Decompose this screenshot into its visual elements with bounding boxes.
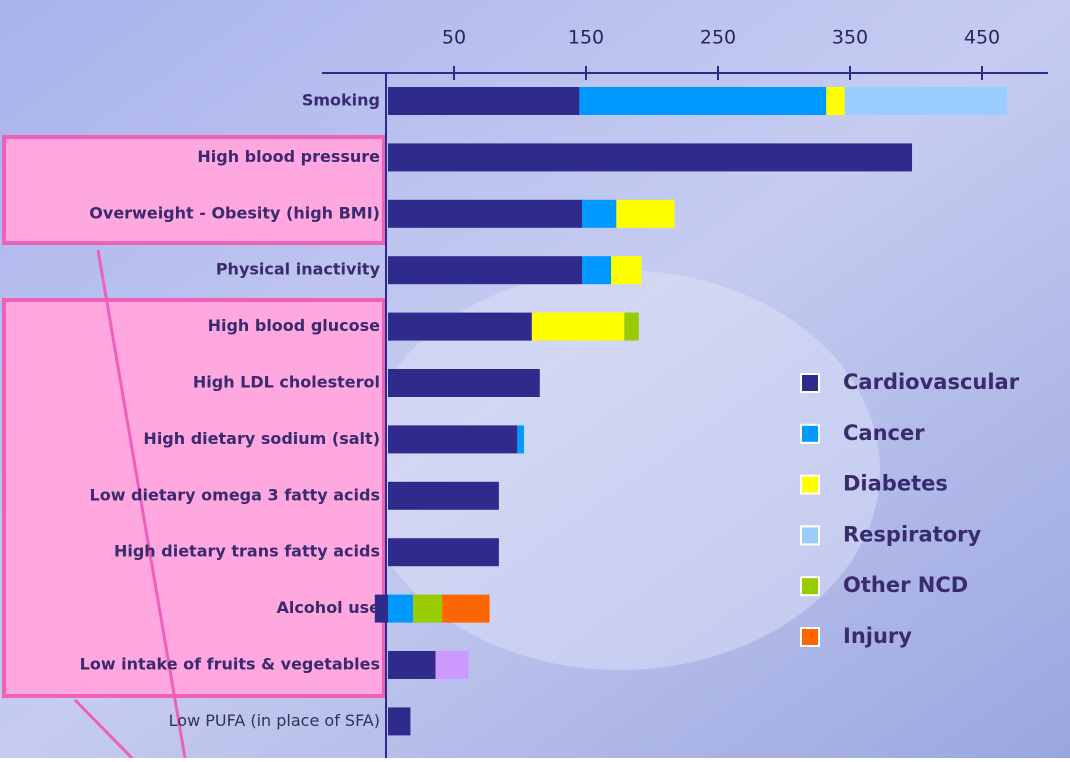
category-label: Alcohol use [276, 598, 380, 617]
legend-label: Cancer [843, 421, 925, 445]
category-label: Physical inactivity [216, 260, 381, 279]
bar-segment [375, 595, 388, 623]
bar-segment [582, 200, 616, 228]
bar-segment [845, 87, 1007, 115]
bar-segment [388, 595, 413, 623]
legend-label: Other NCD [843, 573, 968, 597]
legend-swatch [801, 425, 819, 443]
bar-segment [388, 482, 499, 510]
category-label: High blood pressure [197, 147, 380, 166]
category-label: High dietary sodium (salt) [143, 429, 380, 448]
bar-segment [388, 200, 582, 228]
category-label: High dietary trans fatty acids [114, 542, 380, 561]
category-label: Low PUFA (in place of SFA) [169, 711, 380, 730]
bar-segment [826, 87, 844, 115]
bar-segment [436, 651, 469, 679]
category-label: Smoking [302, 91, 380, 110]
bar-segment [517, 425, 524, 453]
bar-segment [388, 707, 410, 735]
bar-segment [388, 538, 499, 566]
category-label: Low intake of fruits & vegetables [80, 655, 380, 674]
category-label: Overweight - Obesity (high BMI) [89, 203, 380, 222]
x-tick-label: 450 [964, 27, 1000, 49]
x-tick-label: 250 [700, 27, 736, 49]
bar-segment [442, 595, 490, 623]
legend-label: Injury [843, 624, 912, 648]
legend-swatch [801, 577, 819, 595]
bar-segment [388, 651, 436, 679]
x-tick-label: 350 [832, 27, 868, 49]
bar-segment [611, 256, 641, 284]
bar-segment [388, 256, 582, 284]
bar-segment [388, 425, 517, 453]
bar-segment [388, 87, 579, 115]
legend-swatch [801, 476, 819, 494]
bar-segment [388, 369, 540, 397]
legend-label: Diabetes [843, 472, 948, 496]
legend-swatch [801, 374, 819, 392]
bar-segment [532, 313, 624, 341]
legend-label: Respiratory [843, 522, 981, 546]
category-label: Low dietary omega 3 fatty acids [90, 485, 381, 504]
chart: 50 150 250 350 450 Smoking High blood pressure… [0, 0, 1070, 758]
bar-segment [579, 87, 826, 115]
bar-segment [616, 200, 674, 228]
bar-segment [388, 143, 912, 171]
bar-segment [388, 313, 532, 341]
legend-swatch [801, 526, 819, 544]
category-label: High blood glucose [208, 316, 381, 335]
category-label: High LDL cholesterol [193, 373, 380, 392]
x-tick-label: 150 [568, 27, 604, 49]
bar-segment [413, 595, 442, 623]
bar-segment [582, 256, 611, 284]
bar-segment [624, 313, 639, 341]
x-tick-label: 50 [442, 27, 466, 49]
legend-label: Cardiovascular [843, 370, 1020, 394]
legend-swatch [801, 628, 819, 646]
